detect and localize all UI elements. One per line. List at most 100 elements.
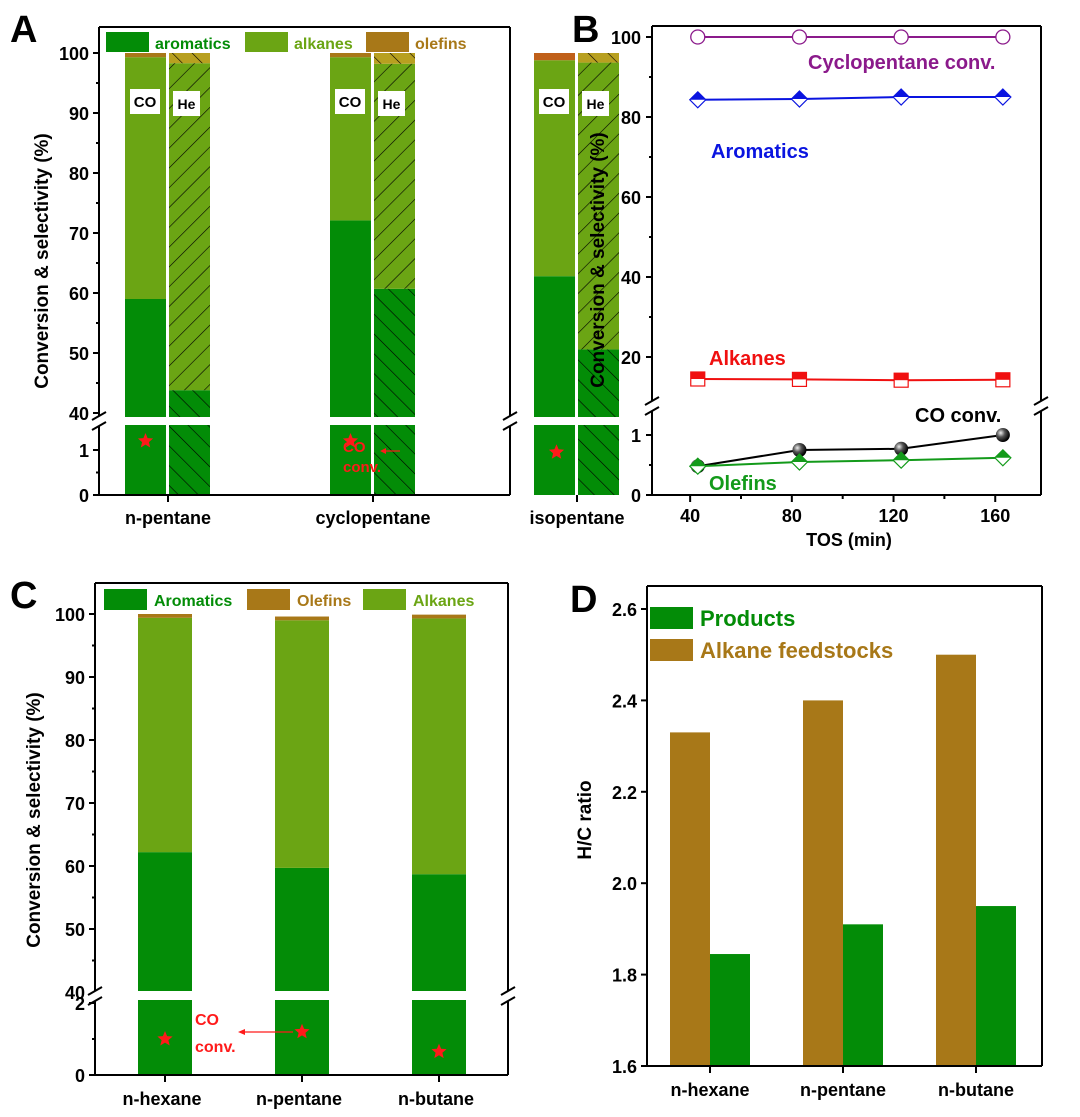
series-line-co-conv- (697, 434, 1004, 468)
x-tick-label: n-pentane (256, 1089, 342, 1109)
panel-a: CO He n-pentane CO He cyclopentane CO He isopent… (32, 26, 625, 528)
legend-swatch-olefins (366, 32, 409, 52)
y-tick-label: 100 (611, 28, 641, 48)
y-tick-label: 40 (621, 268, 641, 288)
co-conv-annotation-line2: conv. (195, 1039, 236, 1056)
axis-break-mark (87, 986, 103, 996)
legend-label-alkanes: Alkanes (413, 593, 474, 610)
legend-label-alkanes: alkanes (294, 36, 353, 53)
panel-d: n-hexane n-pentane n-butane 1.6 1.8 2.0 2.2 2.4… (575, 585, 1043, 1100)
data-point-fill (689, 458, 706, 467)
y-axis-label: Conversion & selectivity (%) (588, 132, 609, 388)
co-conversion-star (548, 444, 565, 459)
bar-products (710, 954, 750, 1066)
x-tick-label: 40 (680, 506, 700, 526)
data-point (995, 428, 1010, 442)
legend-swatch-products (650, 607, 693, 629)
hatch-aromatics (374, 288, 415, 417)
axis-break-gap (87, 991, 103, 1001)
data-point (792, 443, 807, 457)
axis-break-mark (91, 421, 107, 431)
y-tick-label: 90 (65, 668, 85, 688)
co-conversion-star (294, 1023, 310, 1039)
bar-co-aromatics (534, 276, 575, 417)
series-line-alkanes (697, 378, 1003, 382)
bar-aromatics-lower (412, 1000, 466, 1075)
bar-alkane-feedstocks (670, 732, 710, 1066)
bar-label-box (173, 91, 200, 116)
y-tick-label: 70 (65, 794, 85, 814)
axis-break-mark (500, 986, 516, 996)
x-tick-label: cyclopentane (315, 508, 430, 528)
bar-label-box (335, 89, 365, 114)
hatch-aromatics-lower (169, 425, 210, 495)
axis-break-mark (1033, 406, 1049, 416)
co-conv-annotation-line1: CO (343, 439, 366, 456)
y-tick-label: 2 (75, 994, 85, 1014)
y-tick-label: 80 (69, 164, 89, 184)
data-point (791, 29, 808, 45)
hatch-aromatics (169, 390, 210, 417)
co-conversion-star (157, 1031, 173, 1046)
bar-alkanes (138, 617, 192, 853)
panel-label-c: C (10, 575, 37, 617)
axis-break-mark (502, 421, 518, 431)
y-tick-label: 1 (79, 441, 89, 461)
x-tick-label: 160 (980, 506, 1010, 526)
legend-label-aromatics: aromatics (155, 36, 231, 53)
y-tick-label: 40 (65, 983, 85, 1003)
bar-label-box (378, 91, 405, 116)
axis-break-gap (91, 416, 107, 426)
y-tick-label: 80 (621, 108, 641, 128)
data-point-fill (994, 449, 1011, 458)
axis-break-gap (644, 401, 660, 411)
bar-co-aromatics (330, 220, 371, 417)
y-tick-label: 40 (69, 404, 89, 424)
x-tick-label: 120 (879, 506, 909, 526)
data-point-fill (689, 91, 706, 100)
bar-co-aromatics (125, 299, 166, 417)
x-tick-label: n-butane (398, 1089, 474, 1109)
bar-products (843, 924, 883, 1066)
annotation-arrowhead (238, 1029, 245, 1035)
axis-break-gap (502, 416, 518, 426)
label-co-conv: CO conv. (915, 405, 1001, 427)
co-conversion-star (431, 1043, 447, 1059)
legend-swatch-alkanes (363, 589, 406, 610)
y-axis-label: Conversion & selectivity (%) (32, 133, 53, 389)
legend-swatch-aromatics (104, 589, 147, 610)
y-tick-label: 1.6 (612, 1057, 637, 1077)
data-point (894, 441, 909, 456)
y-tick-label: 0 (75, 1066, 85, 1086)
legend-label-olefins: olefins (415, 36, 467, 53)
y-tick-label: 60 (69, 284, 89, 304)
panel-c: n-hexane n-pentane n-butane 40 50 60 70 80 90 100… (24, 582, 516, 1109)
bar-label-box (130, 89, 160, 114)
hatch-olefins (169, 53, 210, 64)
data-point-fill (791, 91, 808, 99)
panel-label-a: A (10, 9, 37, 51)
y-tick-label: 90 (69, 104, 89, 124)
bar-alkanes (412, 618, 466, 875)
panel-label-b: B (572, 9, 599, 51)
bar-label-co: CO (543, 94, 566, 111)
panel-label-d: D (570, 579, 597, 621)
y-tick-label: 1 (631, 426, 641, 446)
bar-olefins (275, 616, 329, 621)
axis-break-mark (87, 996, 103, 1006)
x-axis-label: TOS (min) (806, 530, 892, 550)
legend-label-products: Products (700, 606, 795, 631)
y-tick-label: 100 (55, 605, 85, 625)
bar-co-alkanes (330, 57, 371, 221)
y-tick-label: 50 (69, 344, 89, 364)
x-tick-label: n-butane (938, 1080, 1014, 1100)
y-tick-label: 2.4 (612, 691, 637, 711)
bar-alkanes (275, 620, 329, 868)
label-cyclopentane-conv: Cyclopentane conv. (808, 52, 995, 74)
hatch-olefins (374, 53, 415, 64)
y-axis-label: H/C ratio (575, 780, 596, 859)
y-tick-label: 50 (65, 920, 85, 940)
y-tick-label: 60 (621, 188, 641, 208)
data-point-fill (792, 372, 807, 380)
